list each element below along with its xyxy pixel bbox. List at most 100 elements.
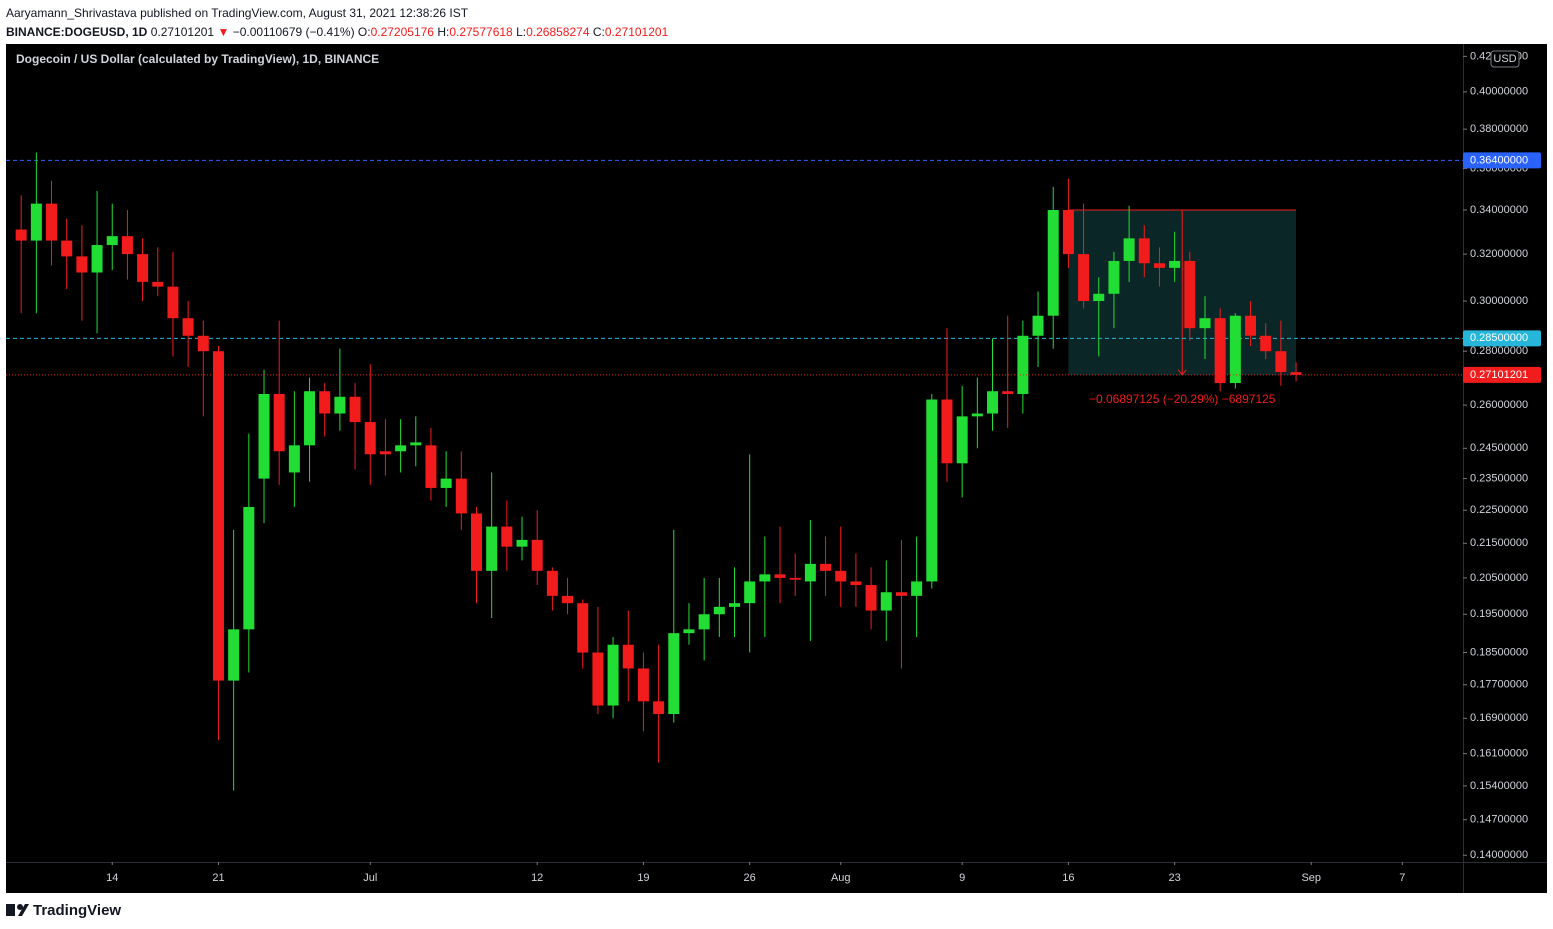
candle-body: [91, 245, 103, 273]
x-tick-label: 21: [212, 872, 224, 884]
brand: TradingView: [6, 902, 121, 919]
candle-body: [288, 445, 300, 473]
y-tick-label: 0.17700000: [1470, 679, 1528, 691]
currency-badge: USD: [1493, 53, 1516, 65]
author-line: Aaryamann_Shrivastava published on Tradi…: [6, 6, 469, 20]
candle-body: [698, 614, 710, 630]
x-tick-label: 19: [637, 872, 649, 884]
candle-body: [30, 203, 42, 241]
candle-body: [926, 399, 938, 582]
hline-price-label-bg: [1463, 330, 1541, 347]
candle-body: [410, 442, 422, 446]
l-value: 0.26858274: [526, 25, 590, 39]
measure-label: −0.06897125 (−20.29%) −6897125: [1089, 392, 1276, 406]
last-price-label: 0.27101201: [1470, 369, 1528, 381]
logo-dot: [17, 904, 23, 910]
x-tick-label: 7: [1399, 872, 1405, 884]
h-label: H:: [437, 25, 450, 39]
logo-bar: [6, 904, 15, 916]
hline-price-label-bg: [1463, 152, 1541, 169]
o-value: 0.27205176: [370, 25, 434, 39]
candle-body: [637, 668, 649, 702]
candle-body: [349, 396, 361, 423]
candle-body: [1062, 210, 1074, 255]
y-tick-label: 0.38000000: [1470, 123, 1528, 135]
x-tick-label: 12: [531, 872, 543, 884]
candle-body: [1123, 238, 1135, 261]
candle-body: [987, 391, 999, 414]
candle-body: [425, 445, 437, 488]
candle-body: [713, 606, 725, 615]
candle-body: [273, 393, 285, 452]
y-tick-label: 0.32000000: [1470, 248, 1528, 260]
y-tick-label: 0.22500000: [1470, 504, 1528, 516]
candle-body: [850, 581, 862, 586]
candle-body: [228, 629, 240, 681]
candle-body: [1047, 210, 1059, 316]
candle-body: [865, 585, 877, 611]
candle-body: [15, 229, 27, 241]
candle-body: [971, 413, 983, 417]
y-tick-label: 0.21500000: [1470, 537, 1528, 549]
candle-body: [1108, 260, 1120, 294]
candle-body: [304, 391, 316, 446]
candle-body: [804, 563, 816, 582]
candle-body: [182, 318, 194, 336]
candle-body: [880, 592, 892, 611]
candle-body: [774, 574, 786, 578]
candle-body: [1214, 318, 1226, 384]
y-tick-label: 0.24500000: [1470, 442, 1528, 454]
h-value: 0.27577618: [449, 25, 513, 39]
candle-body: [1032, 315, 1044, 336]
candle-body: [121, 236, 133, 255]
candle-body: [258, 393, 270, 479]
candle-body: [243, 506, 255, 630]
x-tick-label: 16: [1062, 872, 1074, 884]
x-tick-label: 14: [106, 872, 118, 884]
candle-body: [379, 451, 391, 455]
arrow: ▼: [217, 25, 230, 39]
brand-name: TradingView: [33, 902, 121, 919]
candle-body: [895, 592, 907, 596]
logo-slash: [18, 904, 29, 916]
candle-body: [516, 539, 528, 547]
y-tick-label: 0.30000000: [1470, 295, 1528, 307]
candle-body: [820, 563, 832, 571]
quote-line: BINANCE:DOGEUSD, 1D 0.27101201 ▼ −0.0011…: [6, 23, 668, 42]
candle-body: [1002, 391, 1014, 394]
x-tick-label: 26: [744, 872, 756, 884]
y-tick-label: 0.26000000: [1470, 399, 1528, 411]
last-price-label-bg: [1463, 366, 1541, 383]
header: Aaryamann_Shrivastava published on Tradi…: [6, 4, 668, 42]
candle-body: [334, 396, 346, 414]
x-tick-label: Aug: [831, 872, 851, 884]
candle-body: [1093, 293, 1105, 302]
l-label: L:: [516, 25, 527, 39]
candle-body: [501, 526, 513, 547]
candle-body: [395, 445, 407, 452]
candle-body: [364, 422, 376, 455]
candle-body: [577, 603, 589, 653]
candle-body: [729, 603, 740, 607]
candle-body: [319, 391, 331, 414]
candle-body: [1169, 260, 1181, 268]
currency-badge-bg: [1490, 50, 1520, 68]
candle-body: [789, 577, 801, 580]
candle-body: [1245, 315, 1257, 336]
hline-price-label: 0.36400000: [1470, 154, 1528, 166]
c-value: 0.27101201: [604, 25, 669, 39]
candle-body: [486, 526, 498, 571]
candle-body: [440, 478, 452, 488]
last-price: 0.27101201: [150, 25, 215, 39]
y-tick-label: 0.16100000: [1470, 747, 1528, 759]
candle-body: [1290, 372, 1302, 375]
y-tick-label: 0.16900000: [1470, 712, 1528, 724]
candle-body: [683, 629, 695, 634]
candle-body: [470, 513, 482, 571]
change: −0.00110679 (−0.41%): [232, 25, 355, 39]
candle-body: [212, 351, 224, 681]
candle-body: [744, 581, 756, 604]
x-tick-label: 23: [1169, 872, 1181, 884]
candle-body: [1260, 335, 1272, 352]
y-tick-label: 0.15400000: [1470, 780, 1528, 792]
